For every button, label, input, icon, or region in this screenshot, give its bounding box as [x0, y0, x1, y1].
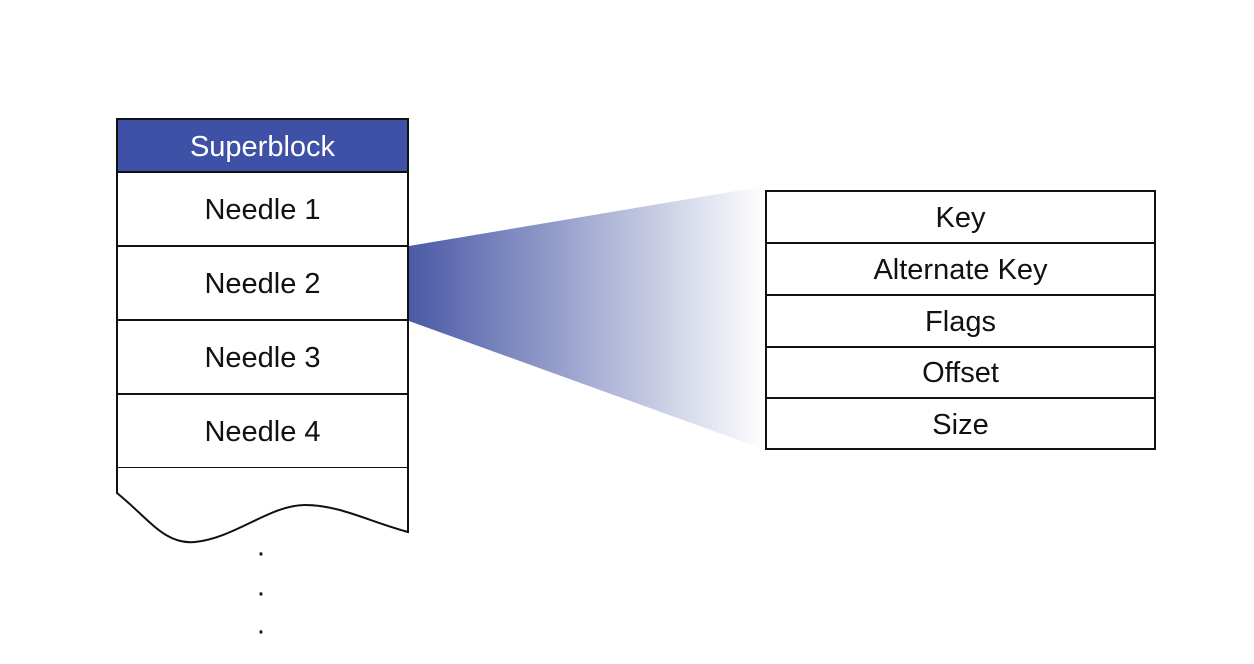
field-label: Alternate Key [873, 254, 1048, 286]
field-row-alternate-key: Alternate Key [765, 242, 1156, 296]
needle-row-3: Needle 3 [116, 319, 409, 395]
ellipsis-dot-1: · [256, 537, 266, 569]
needle-label: Needle 3 [204, 342, 320, 374]
ellipsis-dot-2: · [256, 577, 266, 609]
field-label: Key [936, 202, 986, 234]
needle-field-table: Key Alternate Key Flags Offset Size [765, 190, 1156, 450]
torn-continuation-edge [116, 468, 409, 544]
field-row-size: Size [765, 397, 1156, 450]
needle-expansion-fan [409, 186, 766, 450]
field-label: Flags [925, 306, 996, 338]
needle-label: Needle 1 [204, 194, 320, 226]
field-row-offset: Offset [765, 346, 1156, 399]
store-file: Superblock Needle 1 Needle 2 Needle 3 Ne… [116, 118, 409, 647]
field-label: Offset [922, 357, 999, 389]
needle-row-4: Needle 4 [116, 393, 409, 469]
ellipsis-dot-3: · [256, 615, 266, 647]
field-row-flags: Flags [765, 294, 1156, 348]
superblock-header [116, 118, 409, 173]
superblock-label: Superblock [190, 131, 336, 163]
needle-label: Needle 2 [204, 268, 320, 300]
needle-row-2: Needle 2 [116, 245, 409, 321]
field-row-key: Key [765, 190, 1156, 244]
field-label: Size [932, 409, 988, 441]
needle-row-1: Needle 1 [116, 171, 409, 247]
needle-label: Needle 4 [204, 416, 320, 448]
